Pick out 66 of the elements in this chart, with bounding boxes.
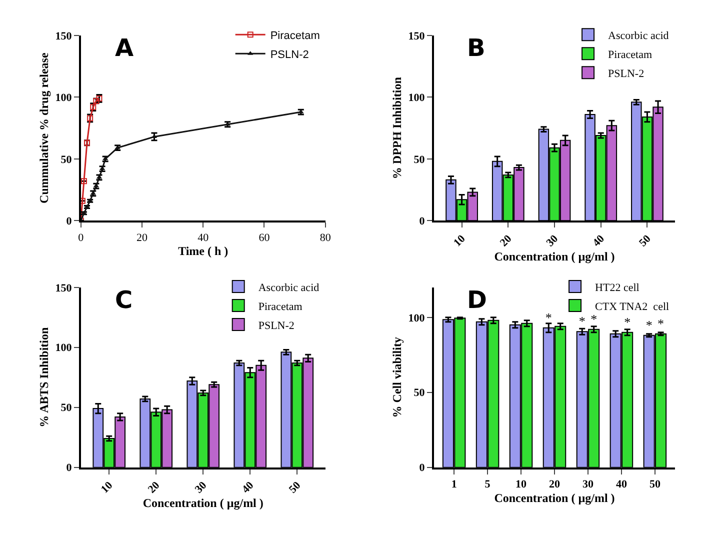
x-tick-label: 0 <box>78 232 84 244</box>
data-label: * <box>624 314 631 330</box>
x-tick-label: 60 <box>258 232 270 244</box>
data-label: * <box>646 317 652 332</box>
y-tick-label: 0 <box>66 215 72 228</box>
x-tick-label: 50 <box>286 479 304 496</box>
x-tick-label: 30 <box>582 478 594 491</box>
x-tick-label: 10 <box>98 479 116 496</box>
data-label: * <box>658 316 664 331</box>
x-tick-label: 50 <box>649 478 661 491</box>
x-tick-label: 20 <box>498 232 515 250</box>
y-tick-label: 100 <box>55 342 72 354</box>
y-tick-label: 100 <box>55 92 72 104</box>
x-tick-label: 40 <box>198 232 210 244</box>
legend-label: Ascorbic acid <box>258 282 320 294</box>
x-tick-label: 50 <box>636 232 654 250</box>
y-tick-label: 100 <box>408 312 426 324</box>
point <box>80 178 87 184</box>
y-tick-label: 100 <box>408 92 426 104</box>
data-label: * <box>590 311 598 326</box>
x-tick-label: 1 <box>451 478 457 491</box>
x-axis-title: Concentration ( µg/ml ) <box>494 490 615 505</box>
legend-label: PSLN-2 <box>258 320 294 332</box>
legend-label: PSLN-2 <box>608 68 644 80</box>
legend-label: Piracetam <box>270 30 320 42</box>
y-tick-label: 150 <box>408 30 426 42</box>
x-tick-label: 30 <box>192 479 210 496</box>
x-tick-label: 10 <box>516 478 528 491</box>
legend-label: Piracetam <box>608 48 652 61</box>
y-tick-label: 0 <box>419 215 426 228</box>
y-tick-label: 50 <box>414 154 426 166</box>
y-tick-label: 150 <box>55 30 72 42</box>
x-axis-title: Time ( h ) <box>178 244 228 258</box>
x-tick-label: 10 <box>452 232 468 250</box>
legend-label: HT22 cell <box>595 282 640 294</box>
x-tick-label: 40 <box>590 232 608 250</box>
legend-label: Piracetam <box>258 300 303 313</box>
x-axis-title: Concentration ( µg/ml ) <box>494 249 615 264</box>
x-axis-title: Concentration ( µg/ml ) <box>142 496 264 510</box>
legend-label: PSLN-2 <box>270 48 309 61</box>
y-axis-title: % Cell viability <box>390 337 404 418</box>
y-axis-title: Cummulative % drug release <box>37 52 51 204</box>
x-tick-label: 30 <box>544 232 561 250</box>
chart-title: B <box>467 34 486 62</box>
y-tick-label: 50 <box>60 154 72 166</box>
data-label: * <box>545 310 552 325</box>
chart-title: A <box>115 34 134 62</box>
y-tick-label: 0 <box>66 462 72 474</box>
x-tick-label: 20 <box>136 232 148 244</box>
y-tick-label: 0 <box>419 462 426 474</box>
y-tick-label: 150 <box>55 282 72 294</box>
data-label: * <box>578 314 586 329</box>
x-tick-label: 5 <box>484 478 491 491</box>
legend-label: CTX TNA2 cell <box>595 300 670 313</box>
x-tick-label: 40 <box>240 479 256 496</box>
chart-title: C <box>115 286 133 314</box>
legend-label: Ascorbic acid <box>608 30 670 42</box>
y-axis-title: % ABTS Inhibition <box>37 327 51 428</box>
x-tick-label: 20 <box>549 478 560 491</box>
x-tick-label: 20 <box>146 479 162 496</box>
x-tick-label: 40 <box>616 478 628 491</box>
x-tick-label: 80 <box>320 232 332 244</box>
chart-title: D <box>467 286 487 314</box>
y-axis-title: % DPPH Inhibition <box>390 76 404 180</box>
y-tick-label: 50 <box>60 402 72 414</box>
y-tick-label: 50 <box>414 387 426 400</box>
